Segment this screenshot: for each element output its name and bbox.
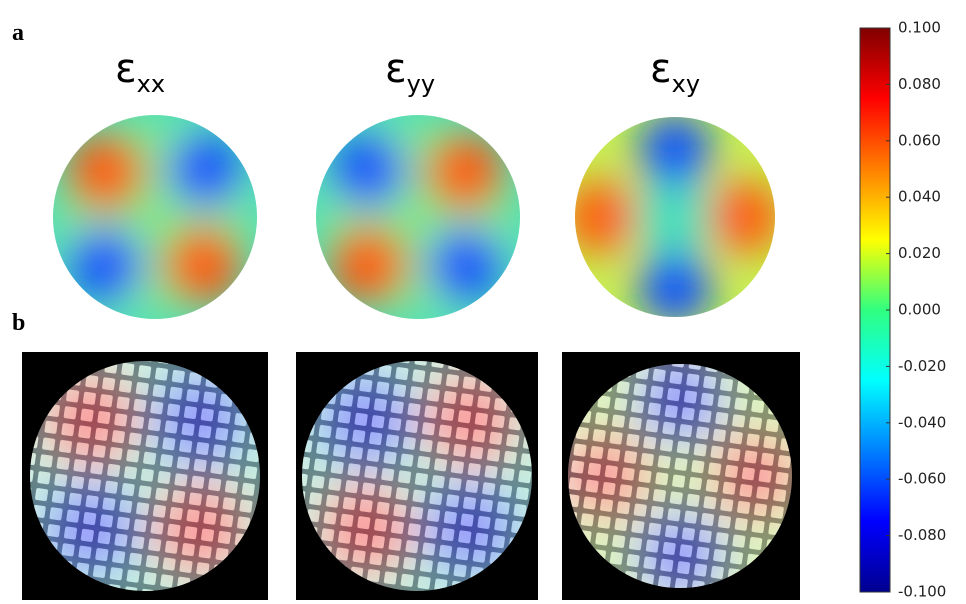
strain-map (560, 100, 790, 330)
figure: a b εxx εyy εxy 0.1000.0800.0600.0 (0, 0, 966, 604)
colorbar (860, 28, 890, 592)
tick-label: 0.000 (898, 301, 941, 319)
tick-label: 0.080 (898, 75, 941, 93)
tick-label: -0.060 (898, 470, 946, 488)
panel-label: b (12, 310, 25, 336)
title: εxx (115, 46, 165, 98)
tick-label: -0.080 (898, 526, 946, 544)
title: εxy (650, 46, 700, 98)
tick-label: 0.100 (898, 19, 941, 37)
tick-label: -0.100 (898, 583, 946, 601)
panel-label: a (12, 20, 24, 46)
tick-label: -0.020 (898, 357, 946, 375)
tick-label: -0.040 (898, 413, 946, 431)
strain-map (40, 100, 270, 330)
strain-map (300, 100, 530, 330)
tick-label: 0.040 (898, 188, 941, 206)
tick-label: 0.060 (898, 131, 941, 149)
tick-label: 0.020 (898, 244, 941, 262)
title: εyy (385, 46, 435, 98)
